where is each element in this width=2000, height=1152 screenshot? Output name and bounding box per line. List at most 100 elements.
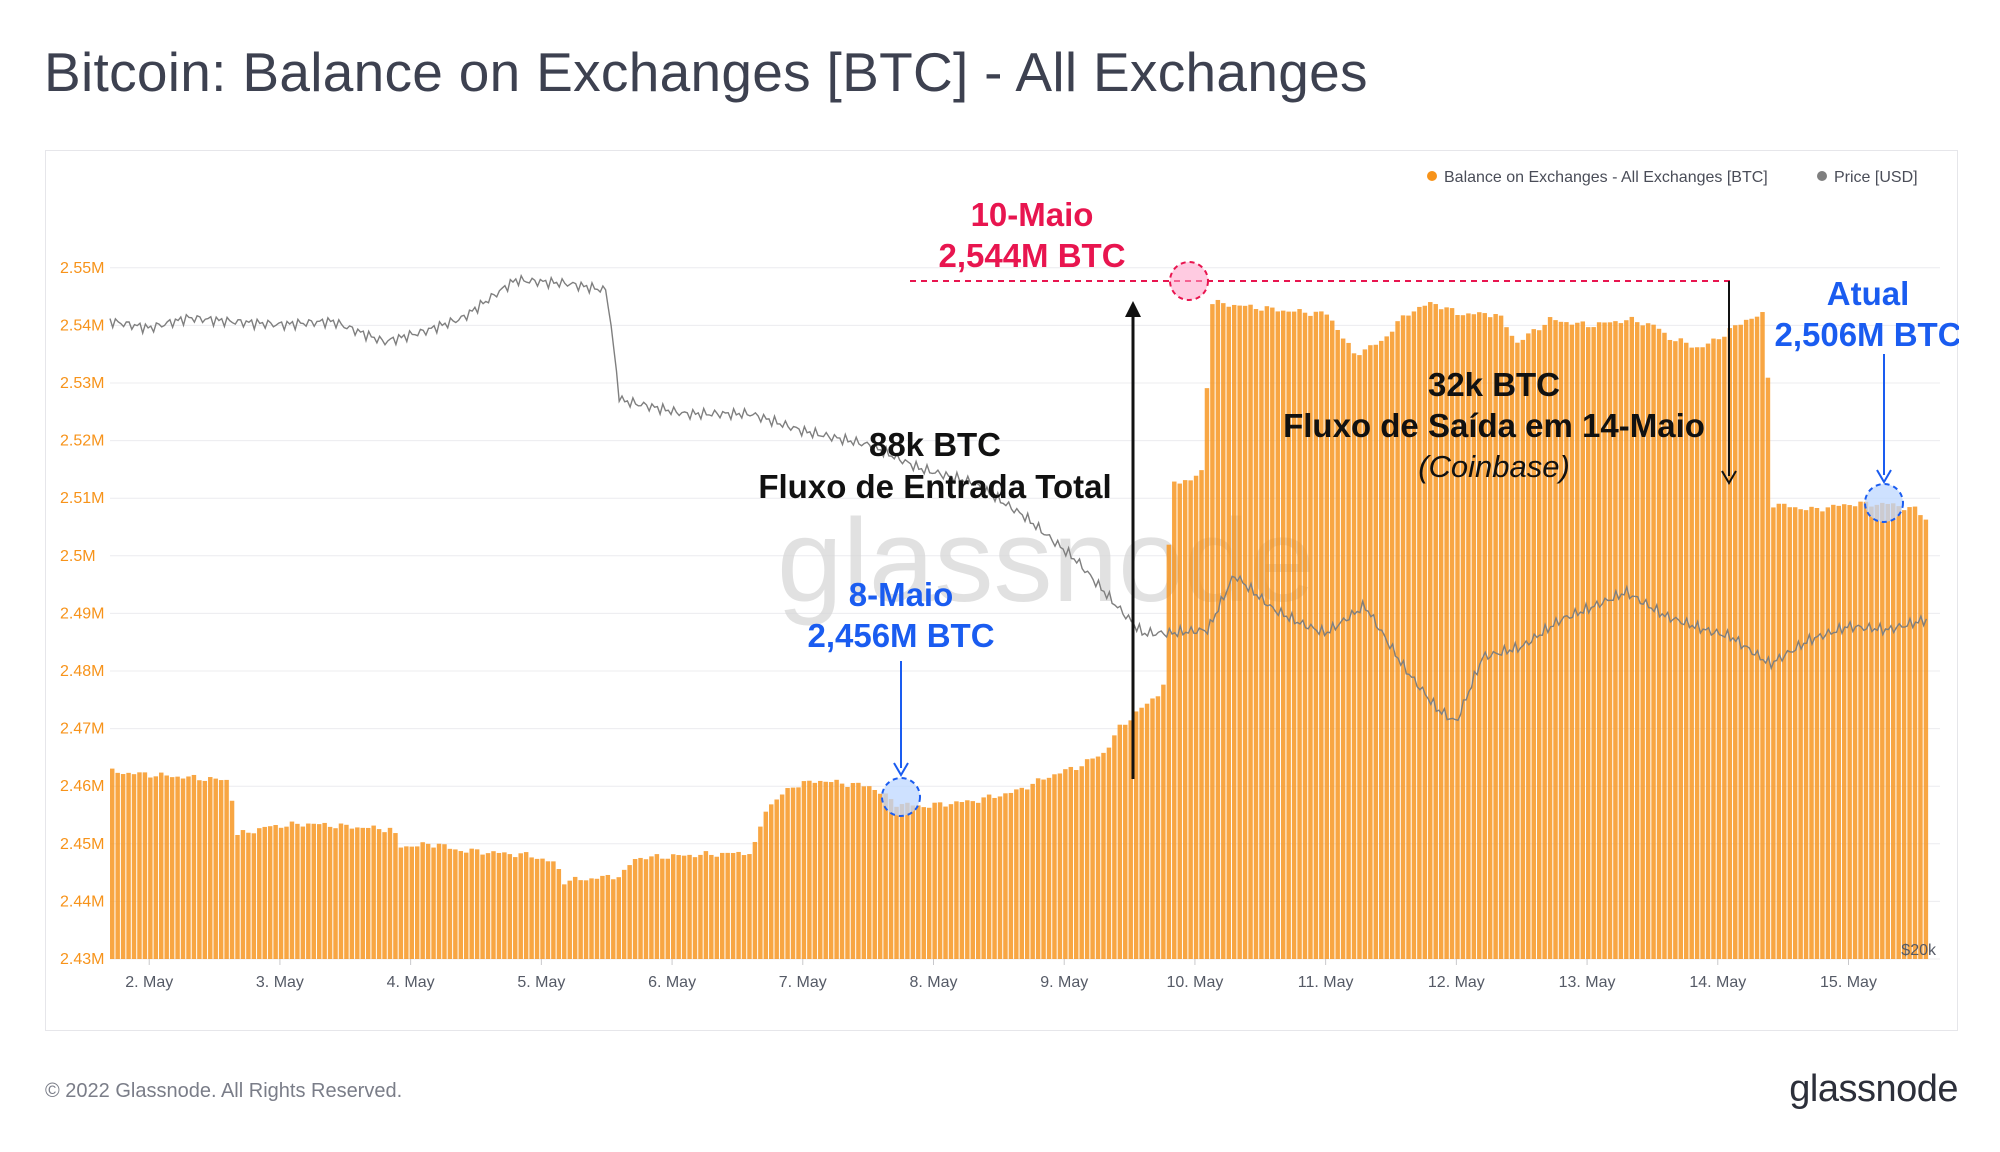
balance-bar (1068, 766, 1074, 959)
balance-bar (1901, 510, 1907, 959)
peak-marker (1169, 261, 1209, 301)
balance-bar (861, 786, 867, 959)
page-title: Bitcoin: Balance on Exchanges [BTC] - Al… (44, 41, 1368, 103)
balance-bar (1302, 312, 1308, 959)
inflow-label-amount: 88k BTC (869, 426, 1001, 463)
balance-bar (916, 805, 921, 959)
balance-bar (208, 777, 213, 959)
balance-bar (1368, 345, 1373, 960)
balance-bar (1313, 311, 1319, 959)
balance-bar (905, 802, 910, 959)
balance-bar (393, 833, 398, 959)
balance-bar (1624, 320, 1629, 959)
balance-bar (818, 780, 823, 959)
balance-bar (1199, 470, 1204, 959)
balance-bar (1215, 299, 1221, 959)
balance-bar (1471, 314, 1477, 959)
balance-bar (485, 853, 491, 959)
balance-bar (1133, 711, 1139, 959)
chart-legend[interactable]: Balance on Exchanges - All Exchanges [BT… (1427, 169, 1918, 186)
balance-bar (1270, 307, 1275, 959)
balance-bar (1863, 501, 1869, 959)
balance-bar (1874, 504, 1880, 959)
balance-bar (1319, 311, 1324, 959)
balance-bar (616, 877, 621, 959)
balance-bar (1607, 322, 1613, 959)
balance-bar (720, 852, 725, 959)
y-tick-label: 2.47M (60, 721, 104, 738)
y-tick-label: 2.44M (60, 893, 104, 910)
current-label-title: Atual (1827, 275, 1910, 312)
balance-bar (186, 776, 191, 959)
balance-bar (1449, 308, 1455, 960)
balance-bar (872, 789, 877, 959)
balance-bar (115, 772, 120, 959)
x-tick-label: 7. May (779, 974, 827, 991)
y-tick-label: 2.45M (60, 836, 104, 853)
balance-bar (1460, 315, 1466, 959)
balance-bar (1575, 322, 1580, 959)
balance-bar (1259, 310, 1264, 959)
balance-bar (442, 844, 447, 959)
balance-bar (1477, 312, 1482, 960)
balance-bar (986, 794, 992, 959)
balance-bar (1237, 305, 1242, 959)
balance-bar (845, 786, 850, 959)
y-tick-label: 2.43M (60, 951, 104, 968)
balance-bar (687, 854, 692, 959)
balance-bar (540, 858, 545, 959)
footer-logo[interactable]: glassnode (1789, 1068, 1958, 1110)
balance-bar (774, 799, 779, 959)
balance-bar (1112, 735, 1117, 959)
balance-bar (1373, 344, 1379, 959)
balance-bar (131, 774, 137, 959)
balance-bar (649, 856, 654, 959)
y-tick-label: 2.5M (60, 548, 96, 565)
balance-bar (643, 859, 649, 959)
balance-bar (1678, 338, 1684, 959)
balance-bar (1569, 324, 1575, 959)
balance-bar (1177, 483, 1182, 959)
balance-bar (387, 827, 393, 959)
balance-bar (747, 854, 752, 959)
balance-bar (1406, 315, 1411, 959)
balance-bar (790, 787, 796, 959)
balance-bar (1825, 507, 1831, 959)
balance-bar (1613, 321, 1618, 959)
balance-bar (1139, 707, 1144, 959)
balance-bar (1253, 309, 1259, 959)
balance-bar (1057, 773, 1063, 959)
balance-bar (1150, 698, 1155, 959)
balance-bar (883, 793, 888, 959)
balance-bar (698, 854, 703, 959)
low-label-value: 2,456M BTC (807, 617, 994, 654)
chart-frame: glassnode 2.43M 2.44M 2.45M 2.46M 2.47M 2.48M… (45, 150, 1959, 1031)
balance-bar (1346, 342, 1351, 960)
balance-bar (376, 829, 382, 959)
x-axis: 2. May 3. May 4. May 5. May 6. May 7. May 8. M… (125, 959, 1877, 991)
balance-bar (867, 786, 872, 959)
balance-bar (1907, 507, 1912, 959)
balance-bar (1210, 304, 1215, 959)
balance-bar (1754, 316, 1760, 959)
balance-bar (289, 821, 295, 959)
balance-bar (741, 855, 747, 959)
balance-bar (823, 781, 828, 959)
balance-bar (415, 846, 420, 959)
balance-bar (1090, 758, 1095, 959)
balance-bar (1084, 759, 1090, 959)
balance-bar (436, 843, 442, 959)
balance-bar (948, 804, 954, 959)
balance-bar (910, 805, 916, 959)
balance-bar (1188, 480, 1193, 959)
balance-bar (409, 846, 415, 959)
balance-bar (1912, 506, 1918, 959)
balance-bar (1520, 339, 1526, 959)
balance-bar (1226, 306, 1231, 959)
balance-bar (567, 880, 572, 959)
balance-bar (556, 869, 562, 959)
balance-bar (300, 826, 306, 959)
balance-bar (1852, 506, 1858, 959)
balance-bar (262, 826, 267, 959)
balance-bar (513, 857, 518, 959)
